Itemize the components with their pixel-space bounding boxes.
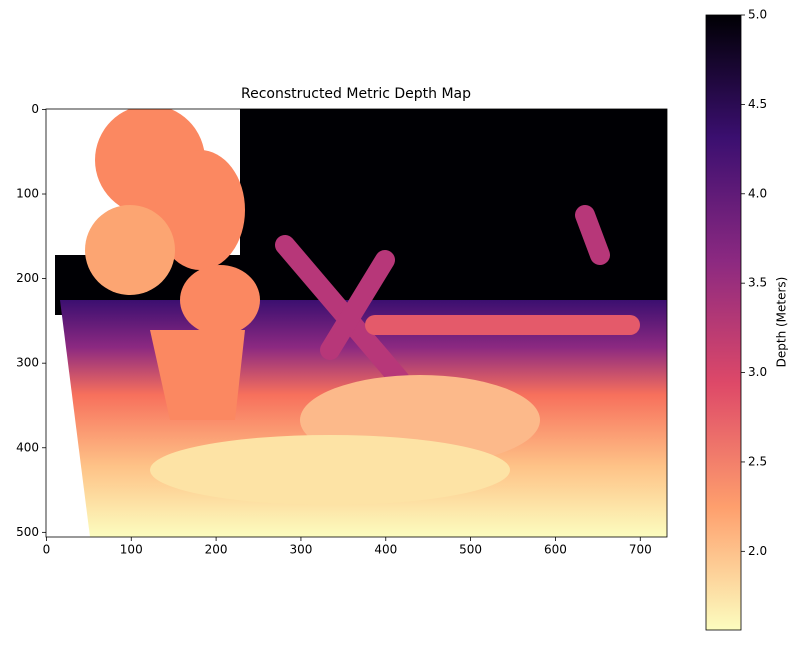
y-tick-label: 200 <box>16 271 39 285</box>
x-tick-label: 100 <box>120 543 143 557</box>
x-tick-label: 200 <box>205 543 228 557</box>
colorbar-tick-label: 2.5 <box>748 454 767 468</box>
axes-frame <box>45 108 668 538</box>
y-tick-label: 300 <box>16 356 39 370</box>
colorbar-tick-label: 4.5 <box>748 97 767 111</box>
y-tick-label: 500 <box>16 525 39 539</box>
y-tick-label: 400 <box>16 440 39 454</box>
chart-title: Reconstructed Metric Depth Map <box>241 86 471 102</box>
y-tick-label: 0 <box>31 102 39 116</box>
colorbar <box>705 14 742 631</box>
x-tick-label: 500 <box>459 543 482 557</box>
colorbar-tick-label: 4.0 <box>748 186 767 200</box>
y-tick-label: 100 <box>16 187 39 201</box>
colorbar-tick-label: 5.0 <box>748 8 767 22</box>
colorbar-label: Depth (Meters) <box>775 277 789 368</box>
x-tick-label: 600 <box>544 543 567 557</box>
x-tick-label: 700 <box>629 543 652 557</box>
colorbar-tick-label: 3.5 <box>748 276 767 290</box>
x-tick-label: 0 <box>43 543 51 557</box>
colorbar-tick-label: 2.0 <box>748 544 767 558</box>
x-tick-label: 400 <box>374 543 397 557</box>
depth-image <box>46 109 667 537</box>
colorbar-tick-label: 3.0 <box>748 365 767 379</box>
x-tick-label: 300 <box>289 543 312 557</box>
